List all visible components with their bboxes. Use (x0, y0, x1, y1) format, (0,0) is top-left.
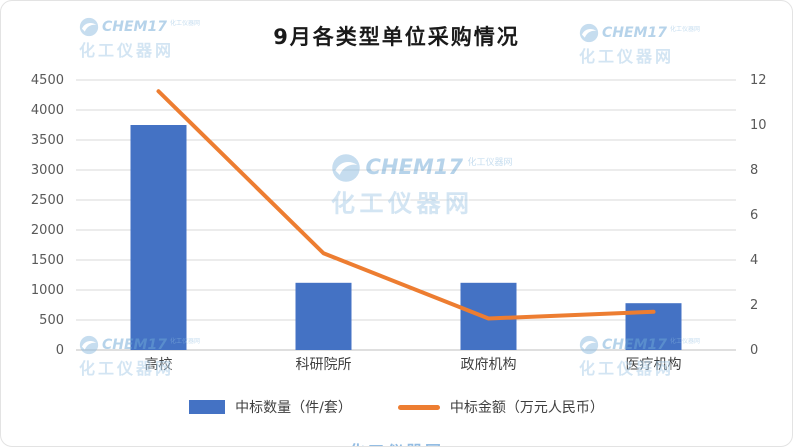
left-axis-tick-label: 0 (56, 343, 64, 358)
left-axis-tick-label: 2000 (31, 223, 64, 238)
left-axis-tick-label: 2500 (31, 193, 64, 208)
right-axis-tick-label: 8 (750, 163, 758, 178)
legend-bar-label: 中标数量（件/套） (235, 400, 352, 416)
bar-0 (130, 125, 187, 350)
legend-item-bar-series: 中标数量（件/套） (189, 397, 352, 417)
chart-title: 9月各类型单位采购情况 (273, 25, 520, 49)
legend-line-swatch-icon (397, 404, 440, 410)
left-axis-tick-label: 4000 (31, 103, 64, 118)
category-label-3: 医疗机构 (626, 357, 682, 373)
bar-1 (295, 282, 352, 350)
right-axis-tick-label: 0 (750, 343, 758, 358)
legend-bar-swatch-icon (189, 400, 226, 414)
category-label-1: 科研院所 (296, 357, 352, 373)
category-label-0: 高校 (145, 356, 173, 373)
left-axis-tick-label: 3000 (31, 163, 64, 178)
left-axis-tick-label: 1000 (31, 283, 64, 298)
right-axis-tick-label: 12 (750, 73, 767, 88)
legend-line-label: 中标金额（万元人民币） (449, 400, 604, 416)
right-axis-tick-label: 4 (750, 253, 758, 268)
right-axis-tick-label: 2 (750, 298, 758, 313)
chart-legend: 中标数量（件/套） 中标金额（万元人民币） (1, 397, 792, 417)
legend-item-line-series: 中标金额（万元人民币） (397, 397, 604, 417)
left-axis-tick-label: 500 (39, 313, 64, 328)
right-axis-tick-label: 6 (750, 208, 758, 223)
left-axis-tick-label: 4500 (31, 73, 64, 88)
left-axis-tick-label: 1500 (31, 253, 64, 268)
category-label-2: 政府机构 (461, 357, 517, 373)
line-series (156, 89, 656, 321)
right-axis-tick-label: 10 (750, 118, 767, 133)
left-axis-tick-label: 3500 (31, 133, 64, 148)
